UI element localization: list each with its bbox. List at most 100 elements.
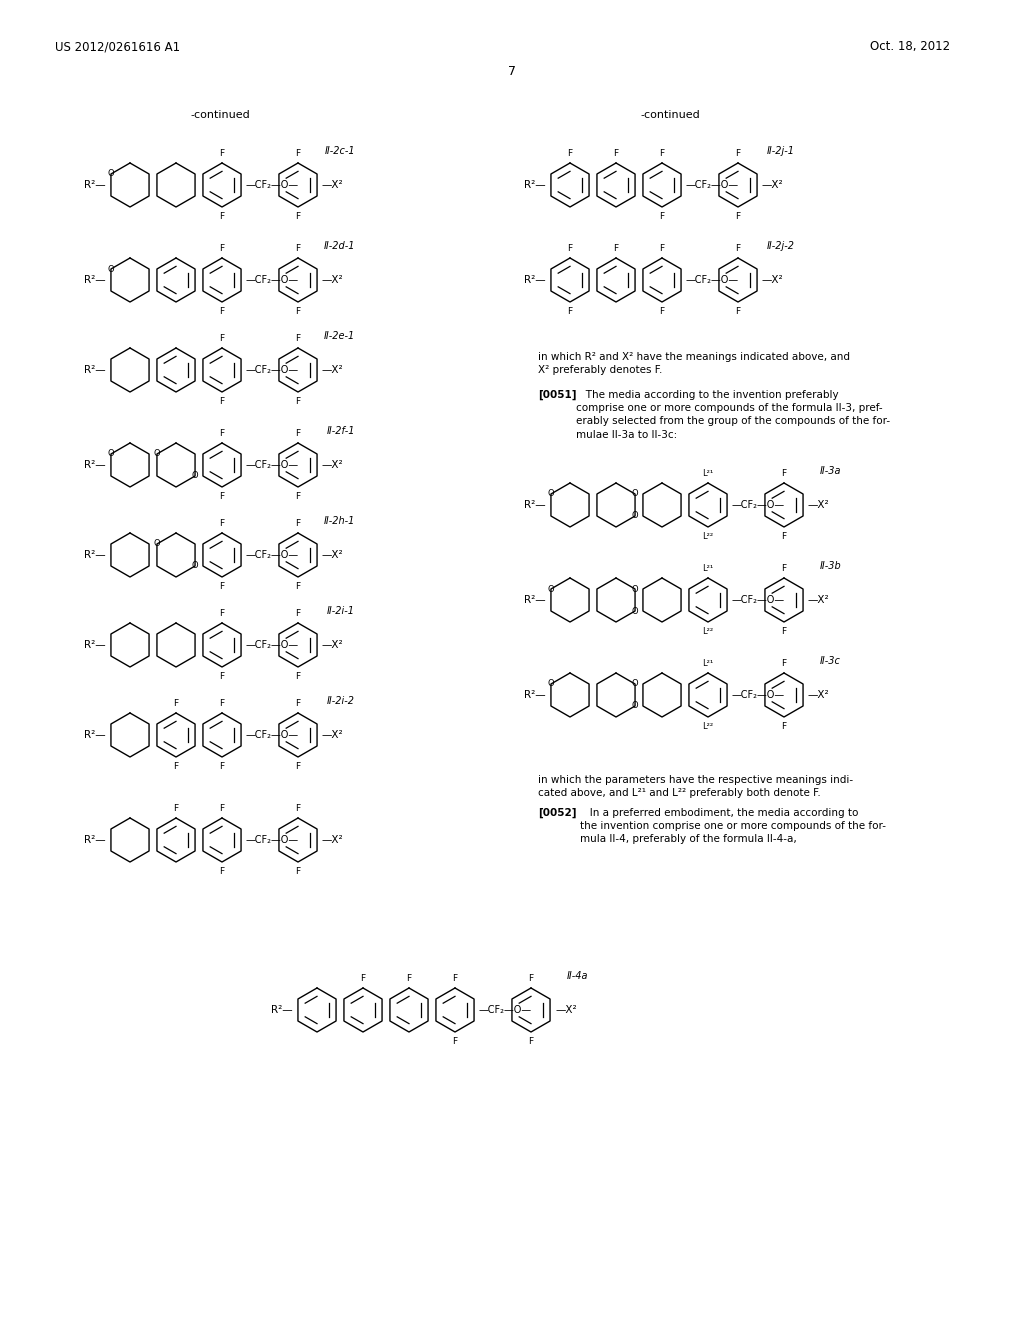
Text: F: F [567,308,572,315]
Text: F: F [781,532,786,541]
Text: F: F [219,334,224,343]
Text: F: F [296,397,301,407]
Text: O: O [632,701,638,710]
Text: R²—: R²— [84,180,106,190]
Text: F: F [296,609,301,618]
Text: —X²: —X² [322,550,344,560]
Text: F: F [528,1038,534,1045]
Text: R²—: R²— [524,690,546,700]
Text: —X²: —X² [555,1005,577,1015]
Text: F: F [219,519,224,528]
Text: Oct. 18, 2012: Oct. 18, 2012 [870,40,950,53]
Text: L²²: L²² [702,627,714,636]
Text: R²—: R²— [524,500,546,510]
Text: O: O [108,450,115,458]
Text: F: F [219,429,224,438]
Text: US 2012/0261616 A1: US 2012/0261616 A1 [55,40,180,53]
Text: F: F [781,722,786,731]
Text: —X²: —X² [322,180,344,190]
Text: L²¹: L²¹ [702,659,714,668]
Text: F: F [219,149,224,158]
Text: L²²: L²² [702,722,714,731]
Text: —X²: —X² [322,459,344,470]
Text: F: F [296,308,301,315]
Text: —X²: —X² [322,275,344,285]
Text: —X²: —X² [808,500,829,510]
Text: —X²: —X² [322,836,344,845]
Text: O: O [548,490,554,499]
Text: F: F [219,762,224,771]
Text: F: F [219,244,224,253]
Text: II-2c-1: II-2c-1 [325,147,355,156]
Text: II-2i-1: II-2i-1 [327,606,355,616]
Text: O: O [108,264,115,273]
Text: —CF₂—O—: —CF₂—O— [479,1005,532,1015]
Text: F: F [659,213,665,220]
Text: F: F [296,334,301,343]
Text: O: O [632,511,638,520]
Text: II-2h-1: II-2h-1 [324,516,355,525]
Text: F: F [735,149,740,158]
Text: [0051]: [0051] [538,389,577,400]
Text: F: F [528,974,534,983]
Text: R²—: R²— [84,730,106,741]
Text: F: F [735,244,740,253]
Text: F: F [219,867,224,876]
Text: —CF₂—O—: —CF₂—O— [246,459,299,470]
Text: O: O [632,585,638,594]
Text: F: F [735,308,740,315]
Text: R²—: R²— [84,275,106,285]
Text: F: F [659,244,665,253]
Text: F: F [613,244,618,253]
Text: II-2j-2: II-2j-2 [767,242,795,251]
Text: —X²: —X² [762,180,783,190]
Text: O: O [191,471,199,480]
Text: II-2d-1: II-2d-1 [324,242,355,251]
Text: II-3b: II-3b [819,561,841,572]
Text: O: O [191,561,199,570]
Text: O: O [154,450,161,458]
Text: F: F [219,700,224,708]
Text: —CF₂—O—: —CF₂—O— [246,730,299,741]
Text: L²²: L²² [702,532,714,541]
Text: In a preferred embodiment, the media according to
the invention comprise one or : In a preferred embodiment, the media acc… [580,808,886,845]
Text: —CF₂—O—: —CF₂—O— [246,180,299,190]
Text: —CF₂—O—: —CF₂—O— [246,366,299,375]
Text: F: F [296,519,301,528]
Text: F: F [296,429,301,438]
Text: in which R² and X² have the meanings indicated above, and
X² preferably denotes : in which R² and X² have the meanings ind… [538,352,850,375]
Text: —CF₂—O—: —CF₂—O— [732,690,785,700]
Text: —CF₂—O—: —CF₂—O— [686,275,739,285]
Text: F: F [781,659,786,668]
Text: F: F [360,974,366,983]
Text: -continued: -continued [190,110,250,120]
Text: R²—: R²— [84,836,106,845]
Text: F: F [781,469,786,478]
Text: L²¹: L²¹ [702,469,714,478]
Text: O: O [548,680,554,689]
Text: O: O [108,169,115,178]
Text: F: F [219,397,224,407]
Text: F: F [219,582,224,591]
Text: II-2j-1: II-2j-1 [767,147,795,156]
Text: R²—: R²— [84,550,106,560]
Text: R²—: R²— [84,366,106,375]
Text: F: F [659,308,665,315]
Text: R²—: R²— [271,1005,293,1015]
Text: F: F [781,564,786,573]
Text: O: O [632,606,638,615]
Text: —X²: —X² [322,730,344,741]
Text: —X²: —X² [322,366,344,375]
Text: F: F [296,582,301,591]
Text: O: O [632,490,638,499]
Text: -continued: -continued [640,110,699,120]
Text: 7: 7 [508,65,516,78]
Text: [0052]: [0052] [538,808,577,818]
Text: F: F [219,308,224,315]
Text: F: F [659,149,665,158]
Text: —CF₂—O—: —CF₂—O— [686,180,739,190]
Text: O: O [548,585,554,594]
Text: in which the parameters have the respective meanings indi-
cated above, and L²¹ : in which the parameters have the respect… [538,775,853,799]
Text: —CF₂—O—: —CF₂—O— [732,500,785,510]
Text: F: F [453,1038,458,1045]
